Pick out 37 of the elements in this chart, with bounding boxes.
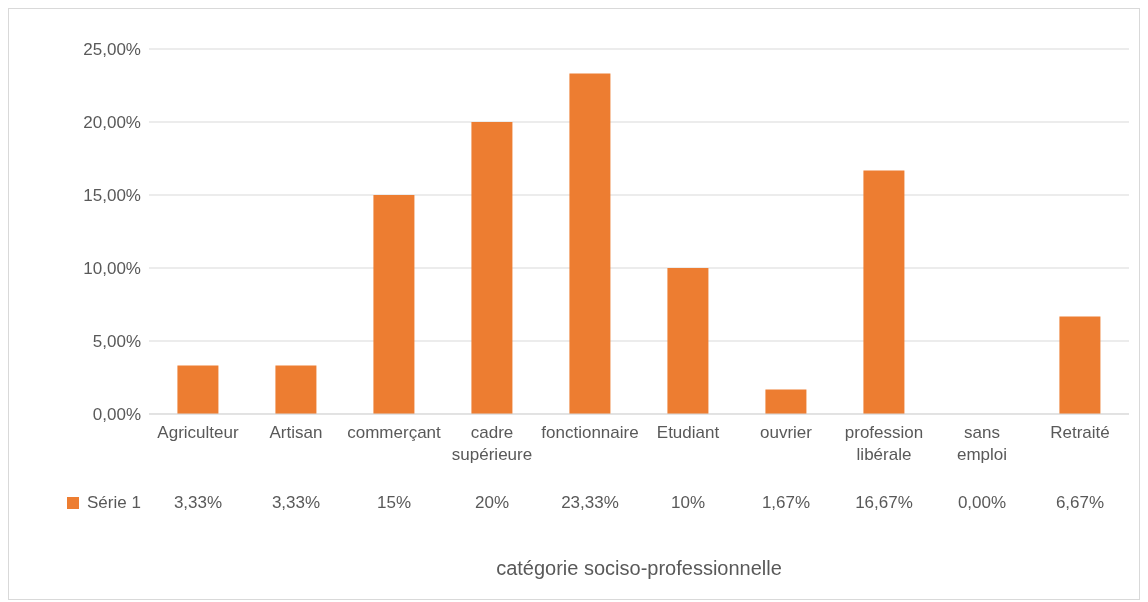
bar bbox=[667, 268, 709, 414]
x-tick-label: Agriculteur bbox=[157, 423, 239, 442]
bar bbox=[275, 365, 317, 414]
x-tick-label: sans emploi bbox=[956, 423, 1008, 464]
x-tick-label: cadre supérieure bbox=[451, 423, 533, 464]
x-tick-label: Etudiant bbox=[656, 423, 720, 442]
data-label: 1,67% bbox=[760, 493, 812, 513]
x-tick-label: commerçant bbox=[347, 423, 442, 442]
y-tick-label: 20,00% bbox=[83, 113, 141, 133]
x-tick-label: Retraité bbox=[1050, 423, 1110, 442]
bar bbox=[569, 73, 611, 414]
y-tick-label: 10,00% bbox=[83, 259, 141, 279]
data-label: 0,00% bbox=[956, 493, 1008, 513]
bar bbox=[863, 170, 905, 414]
data-label: 16,67% bbox=[854, 493, 914, 513]
bar bbox=[471, 122, 513, 414]
x-tick-label: ouvrier bbox=[760, 423, 813, 442]
data-label: 6,67% bbox=[1054, 493, 1106, 513]
data-label: 20% bbox=[474, 493, 510, 513]
bar bbox=[373, 195, 415, 414]
y-tick-label: 15,00% bbox=[83, 186, 141, 206]
data-label: 3,33% bbox=[172, 493, 224, 513]
data-label: 15% bbox=[376, 493, 412, 513]
data-label: 10% bbox=[670, 493, 706, 513]
x-axis-title: catégorie sociso-professionnelle bbox=[495, 557, 783, 580]
bar bbox=[1059, 316, 1101, 414]
data-label: 23,33% bbox=[560, 493, 620, 513]
y-tick-label: 25,00% bbox=[83, 40, 141, 60]
y-tick-label: 5,00% bbox=[92, 332, 141, 352]
legend-label: Série 1 bbox=[87, 493, 141, 513]
x-tick-label: Artisan bbox=[269, 423, 323, 442]
bar bbox=[177, 365, 219, 414]
y-tick-label: 0,00% bbox=[92, 405, 141, 425]
x-tick-label: fonctionnaire bbox=[541, 423, 639, 442]
x-tick-label: profession libérale bbox=[844, 423, 924, 464]
data-label: 3,33% bbox=[270, 493, 322, 513]
bar bbox=[765, 389, 807, 414]
